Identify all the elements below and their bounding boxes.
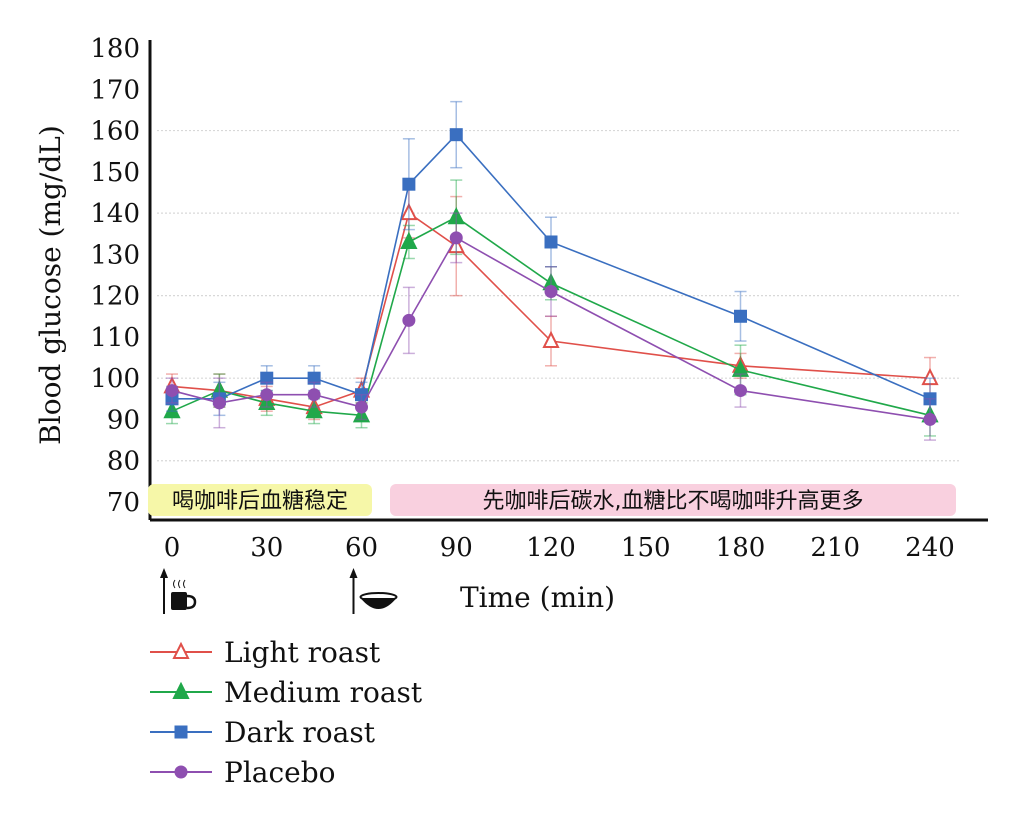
x-tick-label: 120 [526,533,576,563]
arrow-head [349,568,358,578]
event-markers [160,568,398,614]
data-point [402,177,416,191]
annotation-label: 先咖啡后碳水,血糖比不喝咖啡升高更多 [390,484,956,516]
legend-marker [172,681,190,699]
y-tick-label: 120 [90,282,140,312]
data-point [307,388,321,402]
legend-label: Dark roast [224,716,376,749]
data-point [449,128,463,142]
series-line [171,236,931,421]
event-marker [349,568,398,614]
annotation-text: 先咖啡后碳水,血糖比不喝咖啡升高更多 [483,489,864,514]
steam [173,579,186,589]
data-point [400,202,418,221]
x-tick-label: 60 [345,533,378,563]
legend-label: Medium roast [224,676,423,709]
data-point [731,359,750,377]
data-point [260,388,274,402]
data-point [921,367,939,386]
series-placebo [165,212,937,441]
data-point [447,206,465,225]
data-point [163,400,181,419]
y-tick-label: 110 [90,323,140,353]
bowl-body [360,598,397,609]
arrow-head [160,568,168,578]
x-tick-label: 180 [716,533,766,563]
series-line [171,216,931,417]
data-point [307,371,321,385]
y-tick-label: 100 [90,364,140,394]
legend-item: Placebo [150,756,336,789]
x-tick-label: 150 [621,533,671,563]
y-tick-label: 70 [107,488,140,518]
data-point [165,384,179,398]
bowl-icon [359,592,398,609]
series-line [172,133,931,400]
y-tick-label: 90 [107,405,140,435]
data-point [355,400,368,414]
y-tick-label: 140 [90,199,140,229]
annotation-text: 喝咖啡后血糖稳定 [172,489,348,514]
coffee-cup-icon [171,579,197,610]
legend-item: Medium roast [150,676,423,709]
legend-marker [172,641,190,659]
legend-marker [174,765,188,779]
data-point [544,235,558,249]
x-axis-label: Time (min) [460,581,615,614]
data-point [305,400,323,419]
legend-item: Dark roast [150,716,376,749]
data-point [258,392,276,410]
legend-label: Placebo [224,756,336,789]
y-tick-label: 80 [107,447,140,477]
legend-label: Light roast [224,636,381,669]
series-line [171,211,931,408]
data-point [402,313,416,327]
x-tick-label: 240 [905,533,955,563]
annotations: 喝咖啡后血糖稳定 先咖啡后碳水,血糖比不喝咖啡升高更多 [148,484,956,516]
data-point [734,384,747,398]
data-point [212,396,226,410]
data-point [542,330,560,349]
legend-marker [174,725,188,739]
legend-item: Light roast [150,636,381,669]
y-tick-label: 180 [90,34,140,64]
data-point [923,412,937,426]
x-tick-label: 210 [810,533,860,563]
annotation-background [148,484,372,516]
y-tick-label: 170 [90,75,140,105]
y-ticks: 70 80 90 100 110 120 130 140 150 160 170 180 [90,34,140,518]
x-tick-label: 0 [164,533,181,563]
axes [148,40,988,522]
y-axis-label: Blood glucose (mg/dL) [34,125,67,445]
series-layer [163,100,939,441]
y-tick-label: 160 [90,117,140,147]
annotation-background [390,484,956,516]
legend: Light roast Medium roast Dark roast Placebo [150,636,423,789]
data-point [734,309,747,323]
y-tick-label: 150 [90,158,140,188]
data-point [352,405,371,423]
x-ticks: 0 30 60 90 120 150 180 210 240 [164,533,955,563]
cup-handle [186,594,197,610]
cup-body [171,592,187,610]
data-point [260,371,274,385]
data-point [544,285,558,299]
annotation-label: 喝咖啡后血糖稳定 [148,484,372,516]
x-tick-label: 90 [440,533,473,563]
y-tick-label: 130 [90,240,140,270]
data-point [923,392,937,406]
event-marker [160,568,197,614]
data-point [400,231,418,249]
x-tick-label: 30 [250,533,283,563]
data-point [449,231,463,245]
